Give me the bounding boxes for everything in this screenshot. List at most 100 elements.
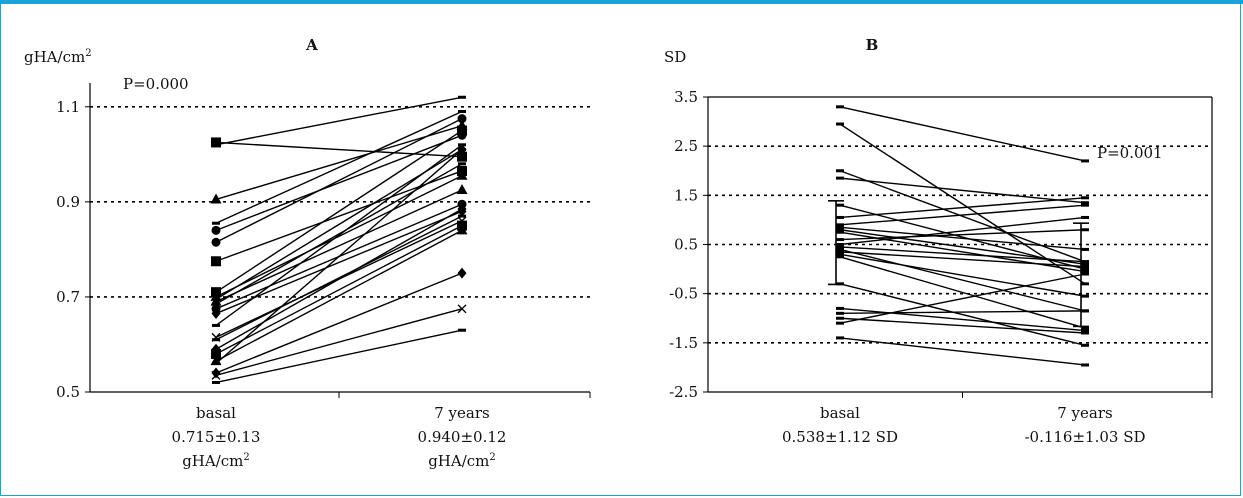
a-series-line [215, 210, 463, 315]
b-series-line [839, 256, 1086, 329]
panel-b-cat1-mean: 0.538±1.12 SD [782, 428, 898, 446]
a-y-tick-label: 0.9 [56, 193, 80, 211]
panel-b-cat2-name: 7 years [1057, 404, 1112, 422]
b-series-line [839, 317, 1086, 334]
a-series-line [215, 308, 463, 377]
a-marker-cross [211, 370, 221, 380]
a-series-line [215, 229, 463, 362]
b-marker-dash [1081, 247, 1089, 251]
a-marker-circle [211, 237, 221, 247]
b-series-line [839, 226, 1086, 251]
a-series-line [215, 175, 463, 298]
b-series-line [839, 170, 1086, 263]
a-series-line [215, 272, 463, 374]
b-marker-dash [836, 336, 844, 340]
b-marker-dash [1081, 272, 1089, 276]
b-series-line [839, 229, 1086, 265]
a-marker-dash [212, 338, 220, 342]
a-marker-dash [458, 162, 466, 166]
a-series-line [215, 110, 463, 224]
a-series-line [215, 208, 463, 350]
b-series-line [839, 197, 1086, 219]
panel-b-cat2-mean: -0.116±1.03 SD [1024, 428, 1145, 446]
b-marker-dash [836, 105, 844, 109]
a-marker-dash [212, 302, 220, 306]
a-series-line [215, 163, 463, 305]
panel-b-label: B [866, 36, 879, 54]
a-marker-triangle [456, 224, 468, 235]
b-marker-dash [836, 215, 844, 219]
a-y-tick-label: 0.7 [56, 288, 80, 306]
a-marker-dash [212, 380, 220, 384]
panel-b-series-lines [839, 106, 1086, 366]
a-marker-dash [458, 143, 466, 147]
a-series-line [215, 329, 463, 384]
a-series-line [215, 125, 463, 201]
a-marker-diamond [457, 267, 467, 279]
panel-a-cat2-mean: 0.940±0.12 [418, 428, 507, 446]
a-marker-triangle [210, 193, 222, 204]
a-marker-square [211, 137, 221, 148]
b-marker-dash [1081, 294, 1089, 298]
panel-b: B SD P=0.001 -2.5 -1.5 -0.5 0.5 1.5 2.5 3.5 ba… [664, 36, 1213, 446]
b-series-line [839, 307, 1086, 332]
panel-a-pvalue: P=0.000 [123, 75, 189, 93]
panel-a-cat1-unit: gHA/cm2 [182, 452, 250, 470]
a-series-line [215, 144, 463, 327]
panel-a-cat1-name: basal [196, 404, 236, 422]
a-series-line [215, 96, 463, 146]
panel-b-pvalue: P=0.001 [1097, 144, 1163, 162]
b-marker-dash [1081, 282, 1089, 286]
b-marker-dash [836, 245, 844, 249]
panel-a: A gHA/cm2 P=0.000 0.5 0.7 0.9 1.1 basal 0.7… [24, 36, 591, 470]
panel-b-category-7years: 7 years -0.116±1.03 SD [1024, 404, 1145, 446]
a-marker-diamond [211, 308, 221, 320]
b-marker-dash [1081, 309, 1089, 313]
panel-b-cat1-name: basal [820, 404, 860, 422]
b-marker-dash [836, 230, 844, 234]
panel-b-y-ticks: -2.5 -1.5 -0.5 0.5 1.5 2.5 3.5 [669, 88, 1213, 401]
b-series-line [839, 251, 1086, 268]
a-marker-diamond [211, 367, 221, 379]
b-series-line [839, 106, 1086, 162]
b-marker-dash [836, 252, 844, 256]
panel-b-error-bars [828, 200, 1089, 328]
a-y-tick-label: 0.5 [56, 383, 80, 401]
b-series-line [839, 216, 1086, 246]
b-marker-dash [836, 228, 844, 232]
b-y-tick-label: 1.5 [674, 186, 698, 204]
b-series-line [839, 177, 1086, 204]
b-marker-dash [836, 169, 844, 173]
b-marker-dash [1081, 228, 1089, 232]
b-marker-dash [1081, 262, 1089, 266]
b-series-line [839, 337, 1086, 366]
b-marker-dash [836, 176, 844, 180]
b-marker-dash [1081, 326, 1089, 330]
panel-a-label: A [305, 36, 318, 54]
b-marker-dash [1081, 260, 1089, 264]
b-marker-dash [1081, 270, 1089, 274]
b-marker-dash [1081, 343, 1089, 347]
b-y-tick-label: 2.5 [674, 137, 698, 155]
b-marker-dash [836, 250, 844, 254]
b-marker-dash [836, 203, 844, 207]
b-series-line [839, 248, 1086, 312]
b-marker-dash [1081, 159, 1089, 163]
b-marker-dash [836, 243, 844, 246]
b-y-tick-label: -1.5 [669, 334, 698, 352]
a-marker-dash [458, 214, 466, 218]
a-marker-triangle [456, 169, 468, 180]
panel-a-category-basal: basal 0.715±0.13 gHA/cm2 [172, 404, 261, 470]
a-series-line [215, 134, 463, 232]
b-marker-dash [836, 223, 844, 227]
panel-a-cat1-mean: 0.715±0.13 [172, 428, 261, 446]
a-series-line [215, 118, 463, 243]
b-marker-dash [836, 122, 844, 126]
b-marker-dash [836, 225, 844, 229]
a-marker-dash [458, 95, 466, 99]
panel-b-ylabel: SD [664, 48, 686, 66]
b-series-line [839, 253, 1086, 297]
panel-a-cat2-unit: gHA/cm2 [428, 452, 496, 470]
b-marker-dash [836, 311, 844, 315]
